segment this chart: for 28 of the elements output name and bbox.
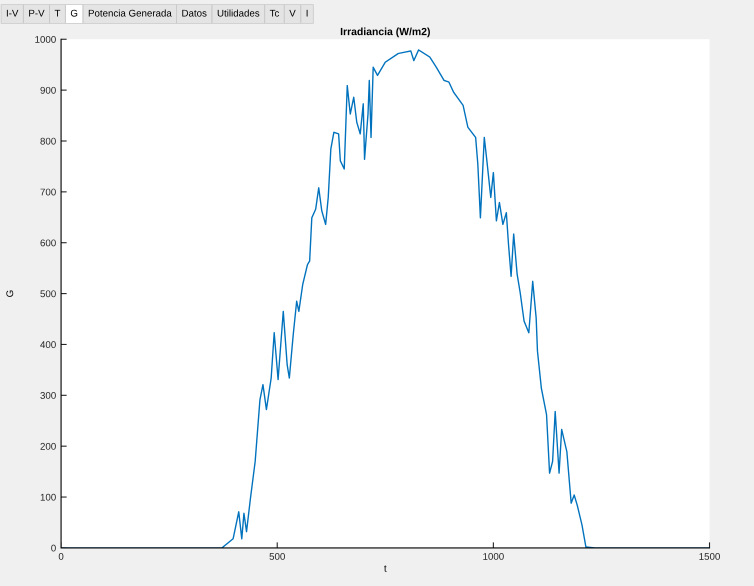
y-tick-label: 1000 [35, 36, 56, 43]
text: T [54, 10, 60, 17]
y-tick-label: 200 [40, 442, 56, 450]
x-tick-label: 1500 [699, 553, 720, 560]
x-tick-label: 0 [58, 553, 64, 560]
x-tick-label: 1000 [483, 553, 504, 560]
y-tick-label: 700 [40, 188, 56, 196]
y-tick-label: 0 [51, 544, 56, 552]
y-tick-label: 600 [40, 239, 56, 246]
y-tick-label: 400 [40, 341, 56, 348]
text: Potencia Generada [88, 9, 172, 17]
text: I [306, 10, 308, 17]
x-tick-label: 500 [270, 553, 285, 560]
text: Tc [270, 10, 280, 17]
y-tick-label: 500 [40, 290, 56, 298]
y-tick-label: 100 [40, 494, 56, 501]
x-axis-title: t [384, 565, 387, 572]
text: G [70, 10, 78, 17]
text: V [289, 10, 296, 17]
y-tick-label: 900 [40, 86, 56, 94]
text: I-V [6, 10, 18, 17]
y-tick-label: 800 [40, 138, 56, 145]
y-tick-label: 300 [40, 392, 56, 399]
y-axis-title: G [6, 290, 14, 297]
text: Utilidades [218, 9, 260, 17]
text: Datos [182, 10, 207, 17]
chart-title: Irradiancia (W/m2) [340, 28, 430, 38]
text: P-V [29, 10, 45, 17]
